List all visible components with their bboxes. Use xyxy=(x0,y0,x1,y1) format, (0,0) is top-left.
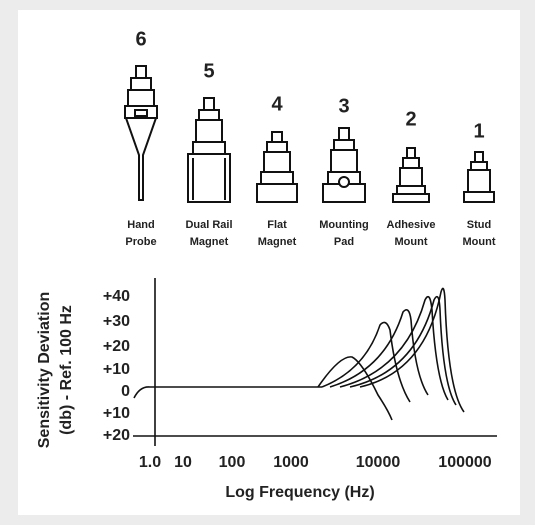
mount-label: Magnet xyxy=(190,236,229,248)
y-axis-title: Sensitivity Deviation xyxy=(36,292,53,449)
x-axis-title: Log Frequency (Hz) xyxy=(225,484,374,501)
x-tick-label: 10000 xyxy=(356,454,401,471)
mount-label: Probe xyxy=(125,236,156,248)
mount-number: 1 xyxy=(473,120,484,142)
mount-label: Hand xyxy=(127,219,155,231)
mount-label: Stud xyxy=(467,219,491,231)
y-tick-label: +40 xyxy=(103,288,130,305)
mount-number: 4 xyxy=(271,93,283,115)
panel xyxy=(18,10,520,515)
y-tick-label: +10 xyxy=(103,405,130,422)
response-curve xyxy=(329,309,429,396)
mount-label: Pad xyxy=(334,236,354,248)
response-curve xyxy=(317,356,393,421)
mount-number: 3 xyxy=(338,95,349,117)
mount-label: Magnet xyxy=(258,236,297,248)
plot-frame xyxy=(133,278,497,446)
mount-label: Mounting xyxy=(319,219,368,231)
response-curve xyxy=(339,295,449,401)
y-tick-label: +20 xyxy=(103,338,130,355)
mount-number: 6 xyxy=(135,28,146,50)
mount-number: 5 xyxy=(203,60,214,82)
y-tick-label: +20 xyxy=(103,427,130,444)
mount-label: Mount xyxy=(395,236,428,248)
x-tick-label: 100 xyxy=(219,454,246,471)
mount-label: Flat xyxy=(267,219,287,231)
mount-icons xyxy=(124,65,495,203)
x-tick-label: 10 xyxy=(174,454,192,471)
response-curve xyxy=(349,295,457,406)
response-curve xyxy=(321,321,411,403)
y-tick-label: +10 xyxy=(103,361,130,378)
x-tick-label: 100000 xyxy=(438,454,491,471)
x-tick-label: 1.0 xyxy=(139,454,161,471)
mount-label: Dual Rail xyxy=(185,219,232,231)
response-baseline xyxy=(133,386,322,399)
response-curve xyxy=(359,287,465,413)
y-tick-label: +30 xyxy=(103,313,130,330)
x-tick-label: 1000 xyxy=(273,454,309,471)
mount-label: Mount xyxy=(463,236,496,248)
mount-label: Adhesive xyxy=(387,219,436,231)
mount-number: 2 xyxy=(405,108,416,130)
y-axis-title: (db) - Ref. 100 Hz xyxy=(58,305,75,435)
y-tick-label: 0 xyxy=(121,383,130,400)
